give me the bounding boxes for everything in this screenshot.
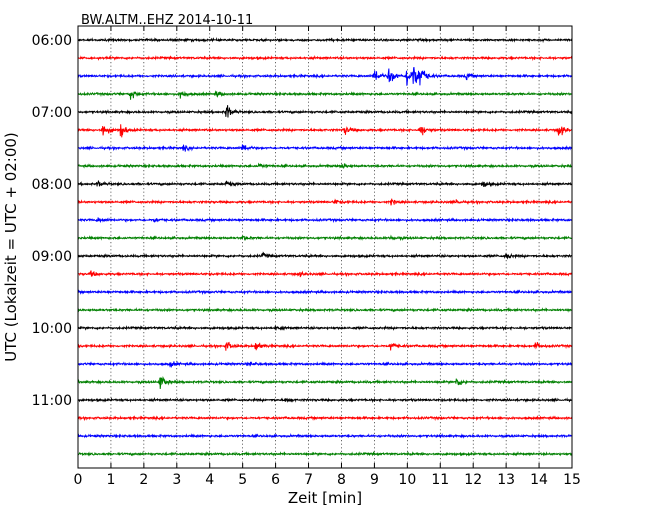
x-tick-label-13: 13 bbox=[497, 472, 515, 488]
trace-11:15 bbox=[77, 415, 573, 422]
trace-06:00 bbox=[77, 37, 573, 44]
trace-08:00 bbox=[77, 180, 573, 188]
x-tick-label-4: 4 bbox=[205, 472, 214, 488]
trace-07:45 bbox=[77, 162, 573, 170]
x-tick-label-15: 15 bbox=[563, 472, 581, 488]
traces-group bbox=[77, 37, 573, 457]
x-tick-label-14: 14 bbox=[530, 472, 548, 488]
trace-08:30 bbox=[77, 217, 573, 224]
y-tick-label-09:00: 09:00 bbox=[32, 249, 72, 265]
x-tick-label-3: 3 bbox=[172, 472, 181, 488]
trace-07:15 bbox=[77, 124, 573, 138]
trace-09:30 bbox=[77, 289, 573, 296]
chart-title: BW.ALTM..EHZ 2014-10-11 bbox=[81, 13, 253, 28]
trace-09:00 bbox=[77, 251, 573, 260]
trace-06:45 bbox=[77, 90, 573, 100]
y-tick-label-06:00: 06:00 bbox=[32, 33, 72, 49]
trace-08:45 bbox=[77, 234, 573, 242]
x-tick-label-2: 2 bbox=[139, 472, 148, 488]
x-tick-label-10: 10 bbox=[398, 472, 416, 488]
plot-frame bbox=[77, 25, 573, 469]
trace-09:15 bbox=[77, 270, 573, 278]
y-tick-label-11:00: 11:00 bbox=[32, 393, 72, 409]
x-tick-label-11: 11 bbox=[431, 472, 449, 488]
y-tick-label-08:00: 08:00 bbox=[32, 177, 72, 193]
trace-07:30 bbox=[77, 144, 573, 152]
x-tick-label-12: 12 bbox=[464, 472, 482, 488]
y-tick-label-10:00: 10:00 bbox=[32, 321, 72, 337]
x-axis-label: Zeit [min] bbox=[288, 489, 362, 507]
trace-06:30 bbox=[77, 66, 573, 86]
trace-10:15 bbox=[77, 341, 573, 351]
trace-10:30 bbox=[77, 360, 573, 369]
y-axis-label: UTC (Lokalzeit = UTC + 02:00) bbox=[2, 132, 20, 362]
x-tick-label-7: 7 bbox=[304, 472, 313, 488]
x-tick-labels: 0 1 2 3 4 5 6 7 8 9 10 11 12 13 14 15 bbox=[74, 472, 581, 488]
x-tick-label-8: 8 bbox=[337, 472, 346, 488]
x-tick-label-6: 6 bbox=[271, 472, 280, 488]
trace-09:45 bbox=[77, 307, 573, 313]
x-tick-label-0: 0 bbox=[74, 472, 83, 488]
x-tick-label-9: 9 bbox=[370, 472, 379, 488]
trace-06:15 bbox=[77, 55, 573, 62]
trace-08:15 bbox=[77, 198, 573, 206]
y-tick-label-07:00: 07:00 bbox=[32, 105, 72, 121]
trace-10:00 bbox=[77, 325, 573, 332]
trace-11:00 bbox=[77, 397, 573, 404]
trace-11:30 bbox=[77, 433, 573, 439]
trace-10:45 bbox=[77, 376, 573, 389]
x-tick-label-1: 1 bbox=[106, 472, 115, 488]
trace-11:45 bbox=[77, 451, 573, 457]
tick-marks bbox=[77, 26, 573, 468]
x-tick-label-5: 5 bbox=[238, 472, 247, 488]
trace-07:00 bbox=[77, 105, 573, 118]
y-tick-labels: 06:00 07:00 08:00 09:00 10:00 11:00 bbox=[32, 33, 72, 409]
grid-lines bbox=[77, 26, 573, 468]
